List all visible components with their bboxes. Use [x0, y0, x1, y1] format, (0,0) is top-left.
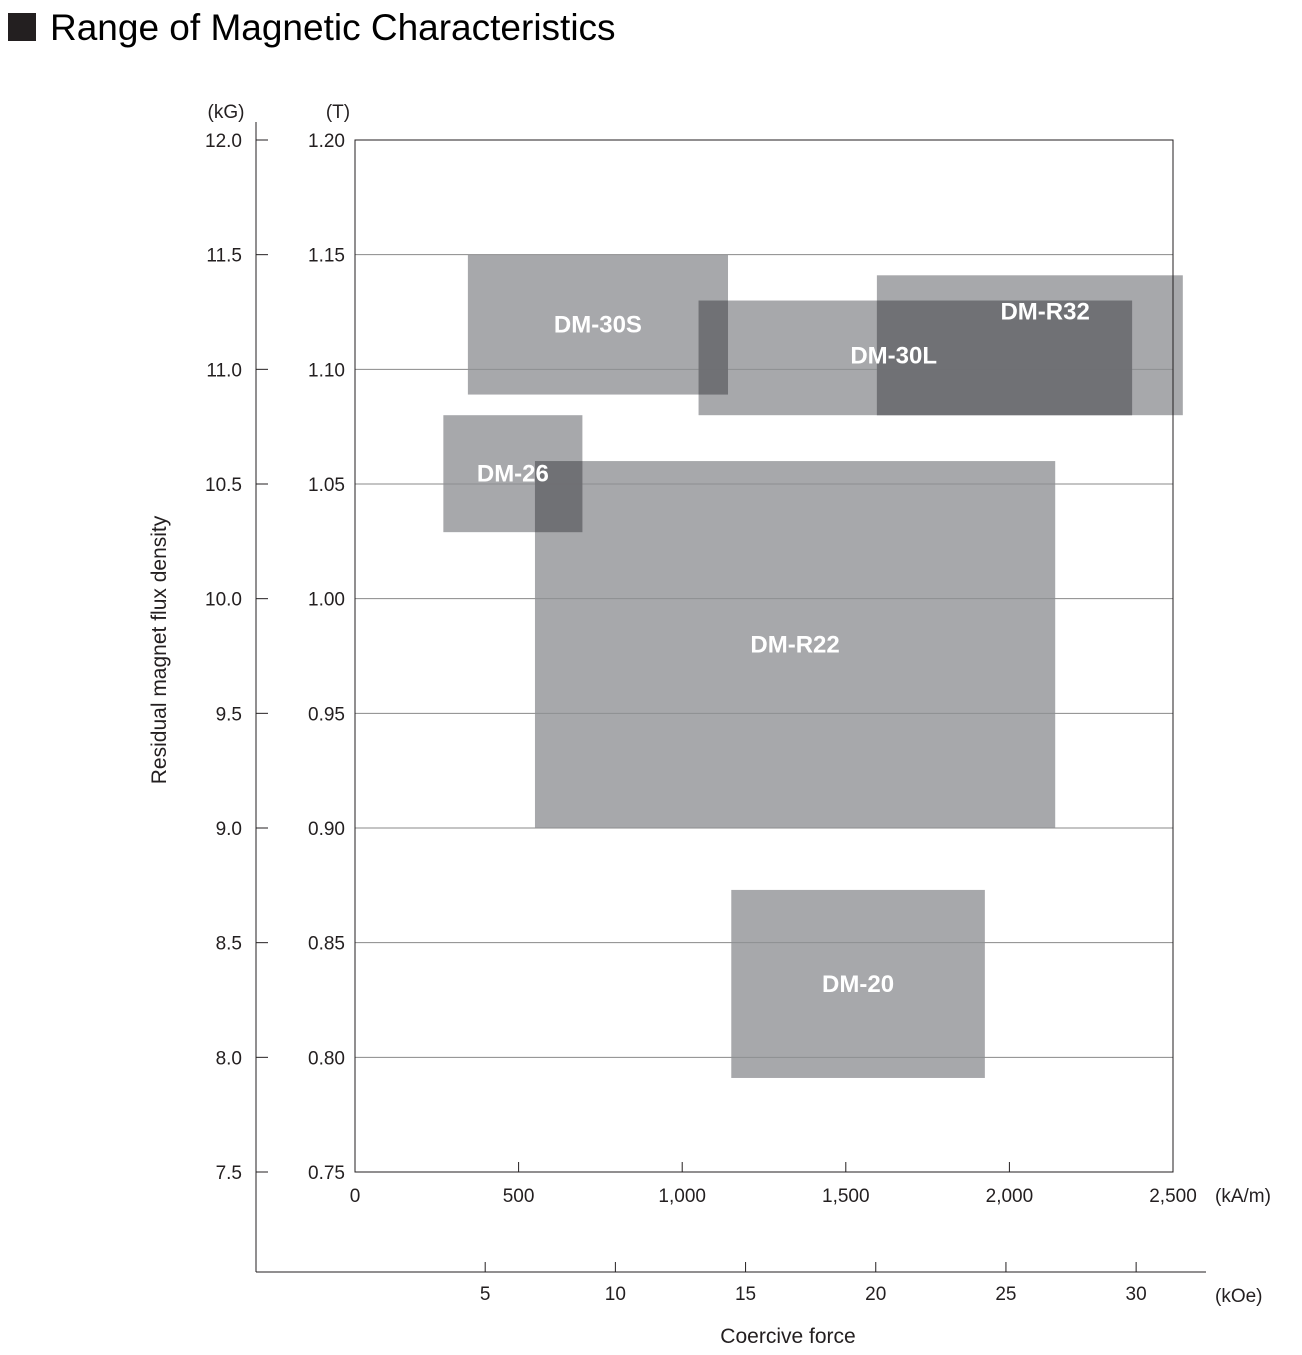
y-tick-label-kg: 12.0 — [205, 131, 242, 152]
y-tick-label-t: 0.85 — [308, 934, 345, 955]
y-unit-t: (T) — [326, 102, 350, 123]
x-tick-label-kam: 2,000 — [986, 1186, 1034, 1207]
region-label-dm-r32: DM-R32 — [1000, 299, 1089, 326]
chart-title: Range of Magnetic Characteristics — [50, 7, 616, 48]
x-tick-label-koe: 5 — [480, 1284, 491, 1305]
x-tick-label-kam: 500 — [503, 1186, 535, 1207]
y-unit-kg: (kG) — [208, 102, 245, 123]
label-layer: DM-30S DM-30L DM-R32 DM-26 DM-R22 DM-20 — [477, 299, 1090, 998]
y-tick-label-kg: 8.5 — [216, 934, 242, 955]
overlap-dm-30l-dm-r32 — [876, 300, 1133, 416]
overlap-dm-30s-dm-30l — [698, 300, 729, 395]
y-tick-label-t: 0.95 — [308, 704, 345, 725]
y-tick-label-kg: 9.0 — [216, 819, 242, 840]
x-tick-label-koe: 30 — [1126, 1284, 1147, 1305]
y-tick-label-kg: 11.0 — [206, 360, 242, 381]
y-tick-label-kg: 9.5 — [216, 704, 242, 725]
region-label-dm-r22: DM-R22 — [750, 632, 839, 659]
region-label-dm-30l: DM-30L — [850, 343, 937, 370]
x-tick-label-kam: 2,500 — [1149, 1186, 1197, 1207]
y-tick-label-t: 1.20 — [308, 131, 345, 152]
y-tick-label-t: 0.90 — [308, 819, 345, 840]
region-label-dm-26: DM-26 — [477, 461, 549, 488]
plot-frame — [354, 139, 1174, 1173]
x-axis-title: Coercive force — [720, 1325, 855, 1348]
x-tick-label-koe: 10 — [605, 1284, 626, 1305]
x-tick-label-koe: 15 — [735, 1284, 756, 1305]
y-tick-label-t: 1.10 — [308, 360, 345, 381]
x-tick-label-koe: 25 — [995, 1284, 1016, 1305]
title-square-marker — [8, 13, 36, 41]
overlap-layer — [534, 300, 1133, 533]
x-tick-label-kam: 1,000 — [658, 1186, 706, 1207]
x-tick-label-koe: 20 — [865, 1284, 886, 1305]
region-dm-r22 — [534, 461, 1056, 828]
y-tick-label-t: 1.00 — [308, 590, 345, 611]
y-tick-label-kg: 8.0 — [216, 1048, 242, 1069]
y-tick-label-t: 1.05 — [308, 475, 345, 496]
y-tick-label-kg: 7.5 — [216, 1163, 242, 1184]
region-label-dm-30s: DM-30S — [554, 312, 642, 339]
y-axis-title: Residual magnet flux density — [148, 515, 171, 784]
y-tick-label-kg: 11.5 — [206, 246, 242, 267]
region-dm-30s — [467, 254, 729, 395]
x-tick-label-kam: 0 — [350, 1186, 361, 1207]
overlap-dm-26-dm-r22 — [534, 461, 583, 533]
y-tick-label-t: 0.80 — [308, 1048, 345, 1069]
x-unit-koe: (kOe) — [1215, 1286, 1263, 1307]
y-tick-label-t: 1.15 — [308, 246, 345, 267]
x-tick-label-kam: 1,500 — [822, 1186, 870, 1207]
region-dm-20 — [731, 889, 985, 1078]
y-tick-label-t: 0.75 — [308, 1163, 345, 1184]
x-unit-kam: (kA/m) — [1215, 1186, 1271, 1207]
axis-layer: 0 500 1,000 1,500 2,000 2,500 (kA/m) 5 10 15 20 25 3… — [148, 102, 1271, 1348]
y-tick-label-kg: 10.0 — [205, 590, 242, 611]
region-label-dm-20: DM-20 — [822, 971, 894, 998]
y-tick-label-kg: 10.5 — [205, 475, 242, 496]
